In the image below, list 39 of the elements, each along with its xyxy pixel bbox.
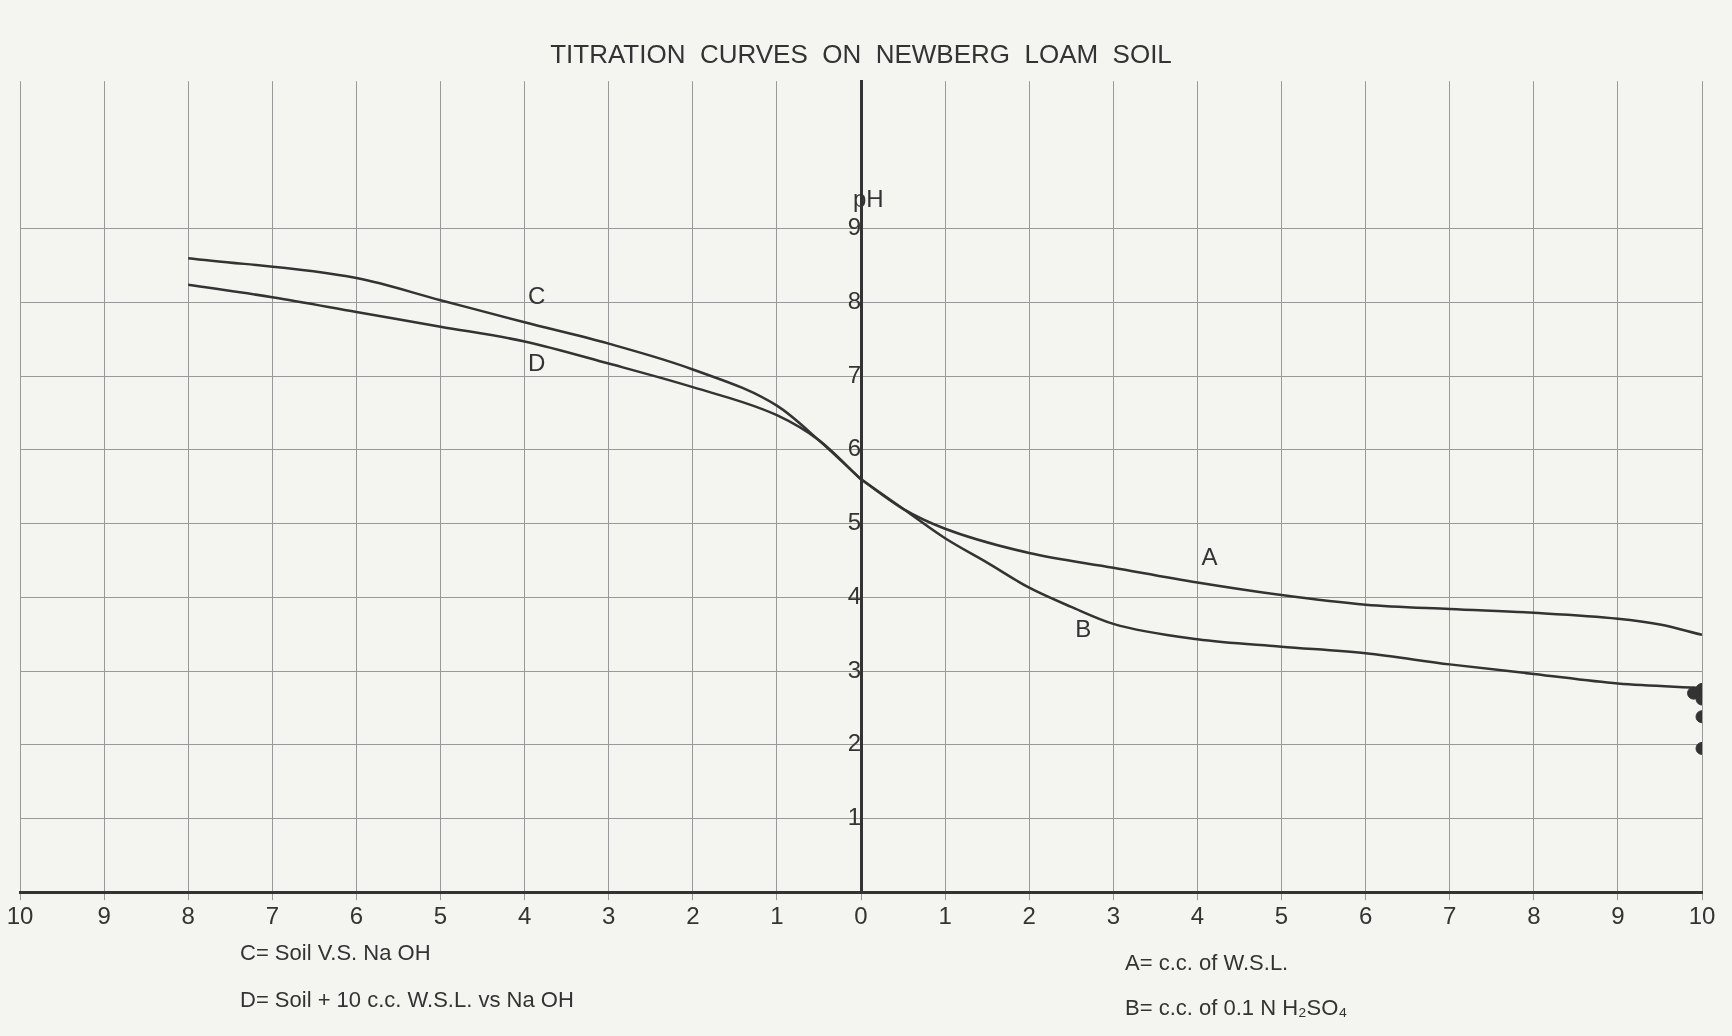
text: A= c.c. of W.S.L. bbox=[1125, 950, 1289, 976]
x-tick-label: 4 bbox=[517, 902, 532, 930]
series-label: D bbox=[527, 349, 546, 377]
y-tick-label: 4 bbox=[847, 581, 861, 609]
y-tick-label: 3 bbox=[847, 655, 861, 683]
y-tick-label: 7 bbox=[847, 360, 861, 388]
x-tick-label: 6 bbox=[1358, 902, 1373, 930]
x-tick-label: 7 bbox=[265, 902, 279, 930]
x-tick-label: 3 bbox=[602, 902, 616, 930]
x-tick-label: 1 bbox=[770, 902, 784, 930]
x-tick-label: 8 bbox=[181, 902, 195, 930]
chart-title: TITRATION CURVES ON NEWBERG LOAM SOIL bbox=[550, 38, 1172, 69]
y-tick-label: 5 bbox=[847, 508, 861, 536]
text: C= Soil V.S. Na OH bbox=[240, 940, 431, 966]
series-label: C bbox=[527, 282, 546, 310]
x-tick-label: 7 bbox=[1443, 902, 1457, 930]
text: B= c.c. of 0.1 N H₂SO₄ bbox=[1125, 995, 1348, 1021]
y-tick-label: 9 bbox=[847, 213, 861, 241]
x-tick-label: 0 bbox=[854, 902, 868, 930]
x-tick-label: 5 bbox=[1274, 902, 1289, 930]
x-tick-label: 6 bbox=[349, 902, 364, 930]
x-tick-label: 9 bbox=[1611, 902, 1625, 930]
y-tick-label: 2 bbox=[847, 729, 861, 757]
y-tick-label: 6 bbox=[847, 434, 861, 462]
y-tick-label: 8 bbox=[847, 287, 861, 315]
text: D= Soil + 10 c.c. W.S.L. vs Na OH bbox=[240, 987, 574, 1013]
x-tick-label: 1 bbox=[938, 902, 952, 930]
x-tick-label: 10 bbox=[1688, 902, 1716, 930]
x-tick-label: 2 bbox=[1022, 902, 1036, 930]
x-tick-label: 10 bbox=[6, 902, 34, 930]
series-label: A bbox=[1201, 542, 1218, 570]
x-tick-label: 9 bbox=[97, 902, 111, 930]
series-label: B bbox=[1075, 614, 1092, 642]
x-tick-label: 3 bbox=[1106, 902, 1120, 930]
x-tick-label: 8 bbox=[1527, 902, 1541, 930]
x-tick-label: 4 bbox=[1190, 902, 1205, 930]
x-tick-label: 5 bbox=[433, 902, 448, 930]
x-tick-label: 2 bbox=[686, 902, 700, 930]
y-tick-label: 1 bbox=[847, 803, 861, 831]
